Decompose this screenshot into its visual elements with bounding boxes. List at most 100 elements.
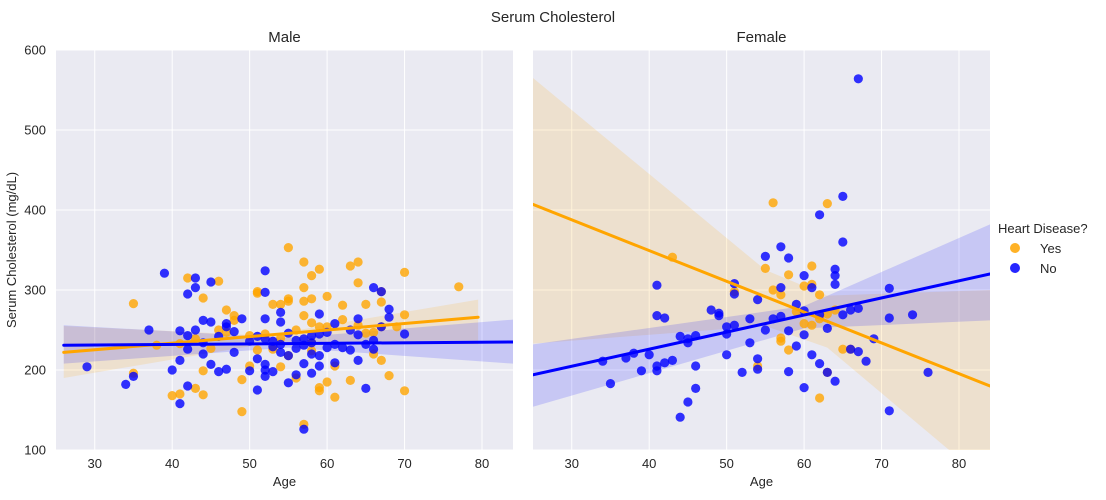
data-point-no [376, 287, 386, 297]
data-point-no [799, 271, 809, 281]
data-point-no [722, 322, 732, 332]
data-point-yes [384, 371, 394, 381]
data-point-no [221, 322, 232, 332]
data-point-no [190, 283, 201, 293]
data-point-no [691, 383, 701, 393]
data-point-no [368, 344, 379, 354]
data-point-no [714, 311, 724, 321]
data-point-no [838, 191, 848, 201]
data-point-no [330, 319, 340, 329]
x-tick-label: 80 [475, 456, 489, 471]
data-point-no [299, 359, 309, 369]
data-point-yes [307, 318, 317, 328]
data-point-yes [376, 297, 386, 307]
data-point-no [814, 359, 825, 369]
data-point-no [830, 376, 840, 386]
data-point-yes [299, 283, 309, 293]
data-point-no [252, 385, 262, 395]
data-point-no [784, 326, 794, 336]
data-point-no [206, 277, 216, 287]
data-point-no [206, 359, 216, 369]
x-axis-label: Age [750, 474, 773, 489]
data-point-no [314, 309, 324, 319]
data-point-yes [353, 257, 363, 267]
data-point-no [776, 283, 786, 293]
data-point-no [652, 311, 662, 321]
data-point-no [337, 343, 348, 353]
data-point-yes [214, 276, 224, 286]
data-point-yes [198, 293, 208, 303]
data-point-no [276, 347, 286, 357]
panel-female: 30 40 50 60 70 80 Female Age [533, 29, 990, 489]
data-point-no [229, 347, 239, 357]
data-point-yes [330, 392, 340, 402]
data-point-yes [283, 243, 293, 253]
data-point-yes [760, 263, 770, 273]
confidence-band-yes [533, 78, 990, 450]
data-point-no [675, 412, 685, 422]
regression-line-yes [62, 315, 480, 354]
data-point-no [683, 397, 693, 407]
data-point-yes [299, 257, 309, 267]
y-tick-label: 100 [24, 443, 46, 458]
data-point-yes [822, 199, 832, 209]
data-point-no [260, 287, 270, 297]
data-point-no [399, 329, 410, 339]
y-tick-label: 200 [24, 363, 46, 378]
data-point-no [314, 361, 324, 371]
data-point-yes [399, 386, 410, 396]
data-point-no [128, 371, 139, 381]
data-point-no [361, 383, 371, 393]
data-point-no [330, 358, 340, 368]
data-point-no [314, 351, 324, 361]
legend-label-no: No [1040, 261, 1057, 276]
data-point-yes [128, 299, 139, 309]
data-point-no [159, 268, 170, 278]
data-point-no [799, 330, 809, 340]
data-point-no [845, 305, 856, 315]
data-point-no [822, 323, 832, 333]
data-point-no [121, 379, 131, 389]
data-point-no [753, 364, 763, 374]
data-point-no [838, 310, 848, 320]
x-tick-label: 70 [397, 456, 411, 471]
x-tick-label: 60 [797, 456, 811, 471]
data-point-no [652, 280, 662, 290]
data-point-no [745, 338, 755, 348]
data-point-no [307, 368, 317, 378]
data-point-no [353, 355, 363, 365]
data-point-no [660, 313, 670, 323]
data-point-no [660, 358, 670, 368]
x-axis-label: Age [273, 474, 296, 489]
data-point-yes [814, 290, 825, 300]
data-point-no [190, 273, 201, 283]
data-point-no [260, 314, 270, 324]
data-point-no [237, 314, 247, 324]
data-point-no [853, 74, 863, 84]
data-point-no [214, 367, 224, 377]
data-point-no [307, 349, 317, 359]
data-point-no [268, 367, 278, 377]
data-point-yes [814, 393, 825, 403]
data-point-no [175, 399, 185, 409]
data-point-no [923, 367, 933, 377]
data-point-yes [283, 296, 293, 306]
data-point-no [884, 406, 894, 416]
data-point-yes [198, 366, 208, 376]
data-point-yes [353, 278, 363, 288]
legend-marker-yes [1010, 243, 1020, 253]
y-axis-label: Serum Cholesterol (mg/dL) [4, 172, 19, 328]
data-point-no [784, 367, 794, 377]
data-point-no [167, 365, 177, 375]
data-point-no [291, 370, 301, 380]
data-point-yes [214, 325, 224, 335]
data-point-no [729, 289, 739, 299]
data-point-no [299, 334, 309, 344]
data-point-no [706, 305, 716, 315]
data-point-yes [807, 320, 817, 330]
x-tick-label: 60 [320, 456, 334, 471]
data-point-yes [299, 296, 309, 306]
data-point-yes [345, 375, 355, 385]
data-point-no [652, 366, 662, 376]
